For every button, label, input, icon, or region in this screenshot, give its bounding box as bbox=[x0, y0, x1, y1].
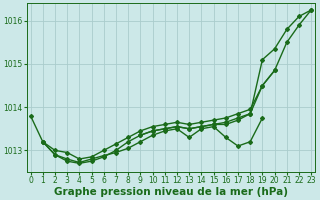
X-axis label: Graphe pression niveau de la mer (hPa): Graphe pression niveau de la mer (hPa) bbox=[54, 187, 288, 197]
